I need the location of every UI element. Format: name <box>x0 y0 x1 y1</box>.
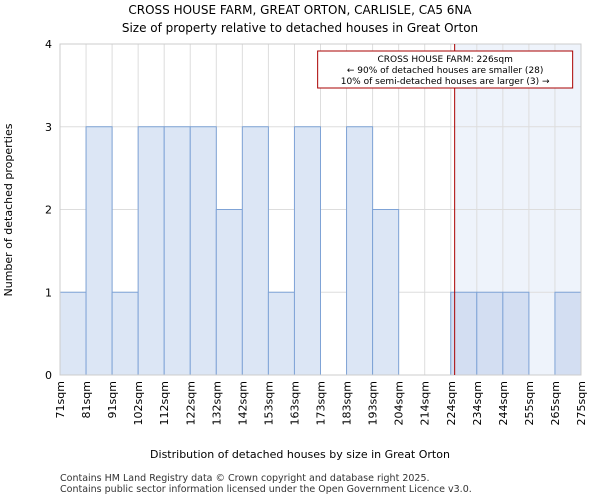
footer-licence: Contains public sector information licen… <box>60 484 472 495</box>
x-tick-label-163sqm: 163sqm <box>288 381 301 425</box>
bar-91sqm <box>111 291 139 376</box>
annotation-line-0: CROSS HOUSE FARM: 226sqm <box>377 55 512 65</box>
y-tick-label-3: 3 <box>45 121 52 134</box>
x-tick-label-193sqm: 193sqm <box>367 381 380 425</box>
x-tick-label-204sqm: 204sqm <box>393 381 406 425</box>
bar-265sqm <box>554 291 582 376</box>
x-tick-label-122sqm: 122sqm <box>184 381 197 425</box>
annotation-line-1: ← 90% of detached houses are smaller (28… <box>347 66 544 76</box>
bar-234sqm <box>476 291 504 376</box>
footer-copyright: Contains HM Land Registry data © Crown c… <box>60 473 430 484</box>
y-tick-label-2: 2 <box>45 204 52 217</box>
bar-132sqm <box>215 209 243 376</box>
x-tick-label-275sqm: 275sqm <box>575 381 588 425</box>
bar-193sqm <box>372 209 400 376</box>
x-tick-label-234sqm: 234sqm <box>471 381 484 425</box>
x-tick-label-224sqm: 224sqm <box>445 381 458 425</box>
x-tick-label-255sqm: 255sqm <box>523 381 536 425</box>
bar-81sqm <box>85 126 113 376</box>
y-tick-label-4: 4 <box>45 38 52 51</box>
plot-area: 0 1 2 3 4 71sqm 81sqm 91sqm 102sqm 112sqm 122sqm 13… <box>45 38 588 425</box>
x-tick-label-153sqm: 153sqm <box>262 381 275 425</box>
x-tick-label-244sqm: 244sqm <box>497 381 510 425</box>
y-tick-label-1: 1 <box>45 286 52 299</box>
x-tick-label-142sqm: 142sqm <box>236 381 249 425</box>
annotation-box <box>317 50 574 89</box>
bar-183sqm <box>346 126 374 376</box>
annotation-line-2: 10% of semi-detached houses are larger (… <box>341 77 550 87</box>
x-axis-label: Distribution of detached houses by size … <box>150 448 450 461</box>
bar-112sqm <box>163 126 191 376</box>
x-tick-label-173sqm: 173sqm <box>315 381 328 425</box>
chart-title: CROSS HOUSE FARM, GREAT ORTON, CARLISLE,… <box>128 3 472 17</box>
chart-subtitle: Size of property relative to detached ho… <box>122 21 478 35</box>
bar-122sqm <box>189 126 217 376</box>
x-tick-label-214sqm: 214sqm <box>419 381 432 425</box>
x-tick-label-183sqm: 183sqm <box>341 381 354 425</box>
x-tick-label-265sqm: 265sqm <box>549 381 562 425</box>
x-tick-label-132sqm: 132sqm <box>210 381 223 425</box>
bar-163sqm <box>293 126 322 376</box>
plot-frame <box>59 43 582 376</box>
bar-71sqm <box>59 291 87 376</box>
x-tick-label-102sqm: 102sqm <box>132 381 145 425</box>
x-tick-label-71sqm: 71sqm <box>54 381 67 418</box>
x-tick-label-91sqm: 91sqm <box>106 381 119 418</box>
y-tick-label-0: 0 <box>45 369 52 382</box>
x-tick-label-81sqm: 81sqm <box>80 381 93 418</box>
bar-142sqm <box>241 126 269 376</box>
x-tick-label-112sqm: 112sqm <box>158 381 171 425</box>
bar-244sqm <box>502 291 530 376</box>
bar-102sqm <box>137 126 165 376</box>
y-axis-label: Number of detached properties <box>2 123 15 296</box>
bar-153sqm <box>267 291 295 376</box>
